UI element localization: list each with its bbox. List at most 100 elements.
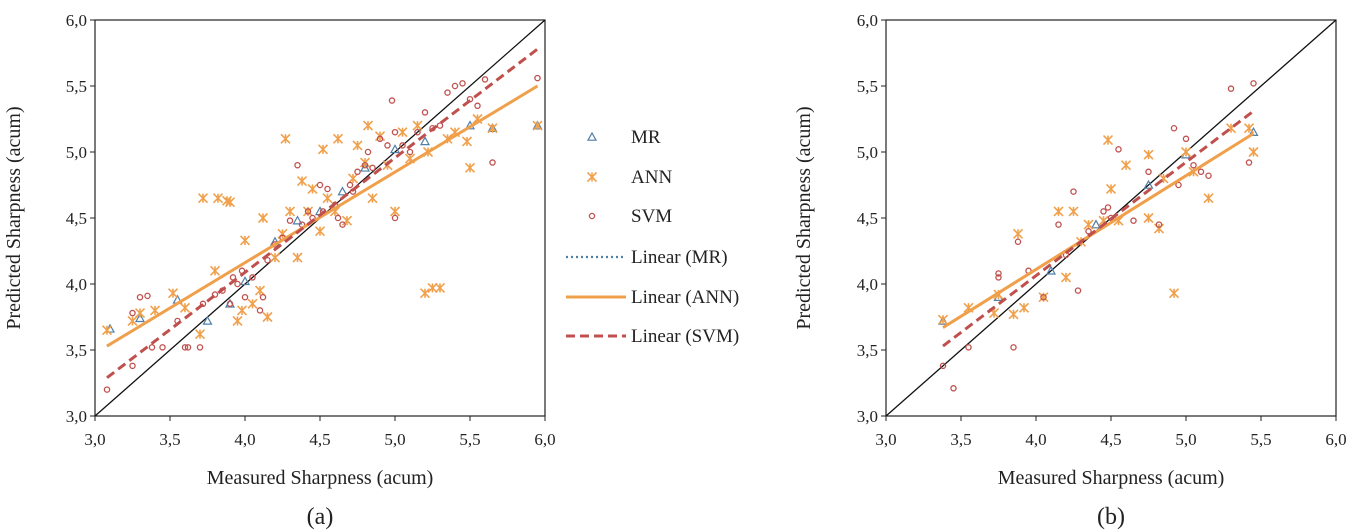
y-tick-label: 5,0 — [857, 143, 878, 162]
y-tick-label: 5,5 — [66, 77, 87, 96]
svm-point — [534, 74, 541, 82]
x-tick-label: 4,5 — [1100, 430, 1121, 449]
y-tick-label: 3,0 — [66, 407, 87, 426]
svm-point — [1190, 161, 1197, 169]
ann-point — [419, 288, 431, 299]
ann-point — [284, 206, 296, 217]
ann-point — [1243, 123, 1255, 134]
x-tick-label: 4,0 — [234, 430, 255, 449]
y-tick-label: 3,5 — [66, 341, 87, 360]
legend-item-linear-mr: Linear (MR) — [566, 247, 728, 268]
mr-point — [239, 276, 251, 286]
ann-point — [434, 282, 446, 294]
svm-point — [436, 122, 444, 129]
svm-point — [181, 344, 189, 351]
svm-point — [199, 300, 207, 308]
svm-point — [1250, 80, 1257, 87]
x-tick-label: 4,0 — [1025, 430, 1046, 449]
ann-point — [1143, 212, 1154, 224]
ann-point — [1102, 135, 1114, 146]
ann-point — [197, 193, 209, 204]
ann-point — [352, 140, 363, 151]
ann-point — [194, 329, 206, 340]
svm-point — [286, 217, 294, 224]
x-tick-label: 5,0 — [1175, 430, 1196, 449]
svm-point — [1170, 124, 1178, 132]
ann-point — [464, 162, 476, 173]
svm-point — [391, 214, 399, 222]
ann-point — [1120, 160, 1132, 171]
legend-item-ann: ANN — [586, 167, 672, 188]
ann-point — [1180, 146, 1192, 158]
ann-point — [127, 315, 138, 327]
svm-point — [995, 274, 1002, 281]
ann-point — [461, 136, 473, 147]
svm-point — [1175, 181, 1182, 189]
svm-point — [304, 208, 312, 215]
svm-point — [1245, 159, 1253, 166]
svm-point — [459, 80, 466, 87]
svm-point — [334, 214, 342, 222]
series-ann — [101, 113, 543, 340]
svm-point — [391, 128, 399, 136]
ann-point — [101, 325, 113, 336]
mr-point — [202, 315, 213, 325]
ann-point — [1053, 206, 1064, 217]
svm-point — [939, 362, 947, 370]
svm-point — [226, 300, 234, 308]
svm-point — [129, 362, 136, 370]
legend-marker-circle — [588, 212, 596, 220]
svm-point — [1227, 85, 1235, 92]
svm-point — [1145, 168, 1152, 176]
ann-point — [280, 133, 291, 144]
ann-point — [1068, 206, 1079, 217]
x-tick-label: 3,0 — [875, 430, 896, 449]
svm-point — [316, 181, 324, 189]
ann-point — [314, 226, 326, 237]
ann-point — [179, 302, 191, 313]
svm-point — [1130, 217, 1137, 224]
svm-point — [376, 135, 384, 143]
ann-point — [341, 215, 353, 226]
y-tick-label: 4,0 — [857, 275, 878, 294]
ann-point — [427, 282, 438, 294]
x-tick-label: 5,5 — [1250, 430, 1271, 449]
legend-label: Linear (SVM) — [631, 326, 739, 347]
fit-linear-ann — [942, 132, 1255, 329]
ann-point — [224, 197, 236, 208]
svm-point — [1182, 135, 1190, 143]
svm-point — [129, 309, 136, 317]
svm-point — [159, 344, 166, 351]
legend-marker-asterisk — [586, 171, 598, 183]
svm-point — [1104, 204, 1112, 211]
svm-point — [256, 307, 264, 314]
svm-point — [196, 344, 204, 351]
series-svm — [939, 80, 1257, 392]
ann-point — [1105, 183, 1117, 195]
y-tick-label: 5,5 — [857, 77, 878, 96]
x-tick-label: 3,0 — [84, 430, 105, 449]
svm-point — [184, 344, 192, 351]
svm-point — [361, 161, 369, 169]
ann-point — [347, 173, 359, 184]
svm-point — [211, 291, 219, 298]
ann-point — [1018, 302, 1030, 313]
svm-point — [259, 293, 267, 301]
svm-point — [294, 161, 301, 169]
legend-label: MR — [631, 127, 661, 148]
y-tick-label: 3,5 — [857, 341, 878, 360]
legend-marker-triangle — [586, 131, 598, 141]
y-tick-label: 4,0 — [66, 275, 87, 294]
svm-point — [1155, 221, 1163, 228]
svm-point — [1010, 344, 1017, 351]
y-tick-label: 4,5 — [857, 209, 878, 228]
ann-point — [1248, 146, 1259, 158]
mr-point — [419, 136, 431, 146]
ann-point — [149, 305, 161, 316]
x-tick-label: 6,0 — [1325, 430, 1346, 449]
ann-point — [134, 307, 146, 319]
svm-point — [489, 159, 496, 166]
ann-point — [1203, 193, 1214, 204]
x-tick-label: 6,0 — [534, 430, 555, 449]
legend-label: ANN — [631, 167, 672, 188]
